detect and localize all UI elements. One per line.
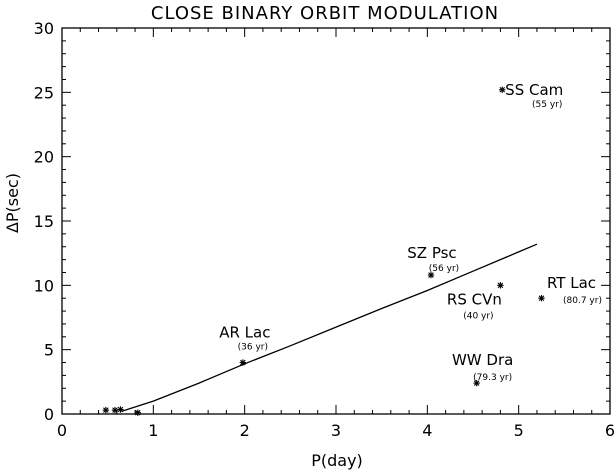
marker-stroke (135, 409, 141, 416)
data-point (111, 406, 119, 414)
data-point (473, 379, 480, 387)
data-point (239, 359, 247, 366)
marker-stroke (538, 295, 545, 301)
marker-stroke (497, 282, 504, 289)
marker-stroke (428, 272, 434, 278)
star-name-label: RT Lac (547, 274, 596, 292)
x-tick-label: 1 (148, 421, 158, 440)
data-point (134, 409, 142, 416)
star-name-label: AR Lac (219, 324, 270, 342)
x-axis-title: P(day) (311, 451, 363, 470)
star-name-label: WW Dra (452, 351, 513, 369)
marker-stroke (117, 406, 124, 413)
x-tick-label: 3 (331, 421, 341, 440)
star-name-label: SS Cam (505, 81, 563, 99)
star-labels: AR Lac(36 yr) SZ Psc (56 yr) RS CVn (40 yr) R… (219, 81, 602, 383)
data-point (102, 406, 110, 414)
data-point (499, 86, 506, 93)
chart-title: CLOSE BINARY ORBIT MODULATION (151, 3, 499, 24)
x-tick-label: 5 (514, 421, 524, 440)
x-tick-label: 4 (422, 421, 432, 440)
y-tick-label: 20 (34, 148, 54, 167)
y-axis-title: ΔP(sec) (3, 173, 22, 233)
x-tick-label: 6 (605, 421, 614, 440)
star-name-label: RS CVn (447, 290, 502, 308)
star-period-label: (40 yr) (463, 311, 493, 321)
marker-stroke (499, 86, 506, 93)
star-period-label: (80.7 yr) (563, 296, 602, 306)
x-tick-label: 2 (240, 421, 250, 440)
y-tick-label: 10 (34, 276, 54, 295)
data-point (497, 282, 504, 289)
y-tick-label: 30 (34, 19, 54, 38)
marker-stroke (112, 407, 118, 413)
data-point (538, 295, 545, 302)
star-period-label: (55 yr) (532, 100, 562, 110)
star-name-label: SZ Psc (407, 244, 456, 262)
data-points (102, 86, 545, 416)
star-period-label: (56 yr) (429, 264, 459, 274)
marker-stroke (103, 407, 109, 413)
fit-curve (121, 243, 538, 413)
y-tick-label: 0 (44, 405, 54, 424)
x-tick-label: 0 (57, 421, 67, 440)
y-tick-label: 25 (34, 83, 54, 102)
star-period-label: (79.3 yr) (473, 373, 512, 383)
star-period-label: (36 yr) (238, 343, 268, 353)
data-point (117, 406, 124, 413)
ticks: 0 1 2 3 4 5 6 0 5 10 15 20 25 30 (34, 19, 614, 440)
data-point (427, 271, 435, 279)
marker-stroke (473, 380, 480, 386)
y-tick-label: 5 (44, 341, 54, 360)
y-tick-label: 15 (34, 212, 54, 231)
marker-stroke (240, 359, 246, 366)
